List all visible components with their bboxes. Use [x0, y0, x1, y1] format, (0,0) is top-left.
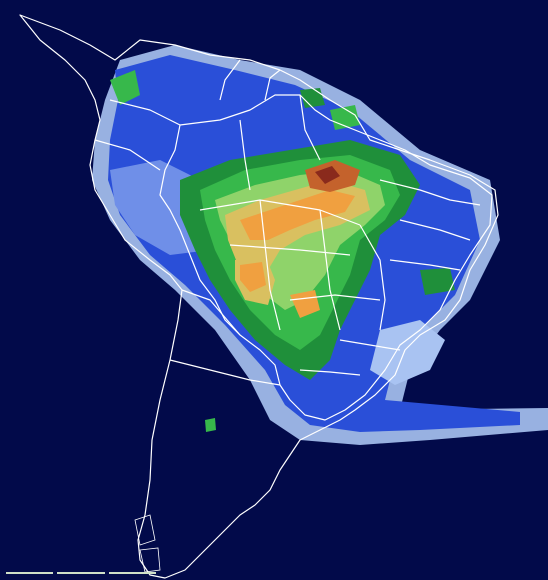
island-outline	[134, 514, 156, 546]
country-border	[181, 289, 241, 336]
continent-outline	[19, 14, 499, 579]
country-border	[264, 69, 281, 101]
country-border	[109, 99, 181, 126]
precip-band-dark-red	[315, 166, 340, 184]
precip-band-orange	[240, 262, 266, 292]
southern-islands	[134, 514, 161, 573]
precip-band-orange	[240, 190, 355, 240]
state-border	[239, 119, 251, 191]
state-border	[359, 224, 386, 331]
state-border	[339, 339, 401, 351]
precip-band-green	[205, 418, 216, 432]
precip-band-pale-blue	[370, 320, 445, 385]
state-border	[229, 244, 351, 256]
scale-bar-segment	[57, 572, 105, 574]
boundary-lines	[19, 14, 499, 579]
precip-band-green	[330, 105, 360, 130]
state-border	[199, 199, 361, 226]
scale-bar-segment	[6, 572, 54, 574]
country-border	[94, 139, 161, 171]
scale-bar-segment	[108, 572, 156, 574]
country-border	[169, 359, 281, 386]
country-border	[219, 59, 241, 101]
state-border	[379, 179, 481, 206]
island-outline	[139, 547, 161, 573]
state-border	[389, 259, 461, 271]
state-border	[399, 219, 471, 241]
scale-bar	[6, 572, 156, 574]
state-border	[319, 209, 341, 331]
state-border	[299, 369, 361, 376]
brazil-border	[159, 94, 493, 421]
precip-band-green	[420, 268, 455, 295]
state-border	[259, 199, 281, 331]
state-border	[289, 294, 381, 301]
state-border	[299, 94, 321, 161]
precip-band-green	[110, 70, 140, 105]
